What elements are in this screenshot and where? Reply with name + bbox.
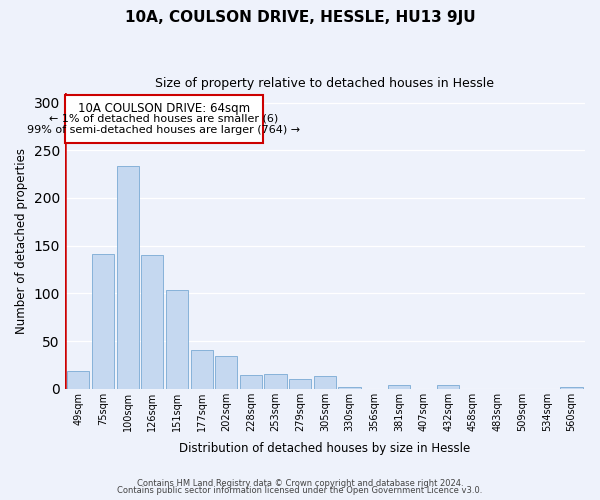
- Bar: [560, 387, 583, 388]
- Title: Size of property relative to detached houses in Hessle: Size of property relative to detached ho…: [155, 78, 494, 90]
- Text: Contains public sector information licensed under the Open Government Licence v3: Contains public sector information licen…: [118, 486, 482, 495]
- Bar: [388, 385, 410, 388]
- Bar: [67, 370, 89, 388]
- Text: ← 1% of detached houses are smaller (6): ← 1% of detached houses are smaller (6): [49, 113, 278, 123]
- Bar: [437, 385, 459, 388]
- Text: Contains HM Land Registry data © Crown copyright and database right 2024.: Contains HM Land Registry data © Crown c…: [137, 478, 463, 488]
- Y-axis label: Number of detached properties: Number of detached properties: [15, 148, 28, 334]
- X-axis label: Distribution of detached houses by size in Hessle: Distribution of detached houses by size …: [179, 442, 470, 455]
- Bar: [92, 254, 114, 388]
- Bar: [141, 255, 163, 388]
- Bar: [338, 387, 361, 388]
- Bar: [166, 290, 188, 388]
- Text: 99% of semi-detached houses are larger (764) →: 99% of semi-detached houses are larger (…: [28, 124, 301, 134]
- Bar: [191, 350, 213, 389]
- Text: 10A COULSON DRIVE: 64sqm: 10A COULSON DRIVE: 64sqm: [78, 102, 250, 114]
- Bar: [116, 166, 139, 388]
- Bar: [240, 376, 262, 388]
- Bar: [265, 374, 287, 388]
- Bar: [215, 356, 238, 388]
- FancyBboxPatch shape: [65, 95, 263, 142]
- Bar: [314, 376, 336, 388]
- Text: 10A, COULSON DRIVE, HESSLE, HU13 9JU: 10A, COULSON DRIVE, HESSLE, HU13 9JU: [125, 10, 475, 25]
- Bar: [289, 379, 311, 388]
